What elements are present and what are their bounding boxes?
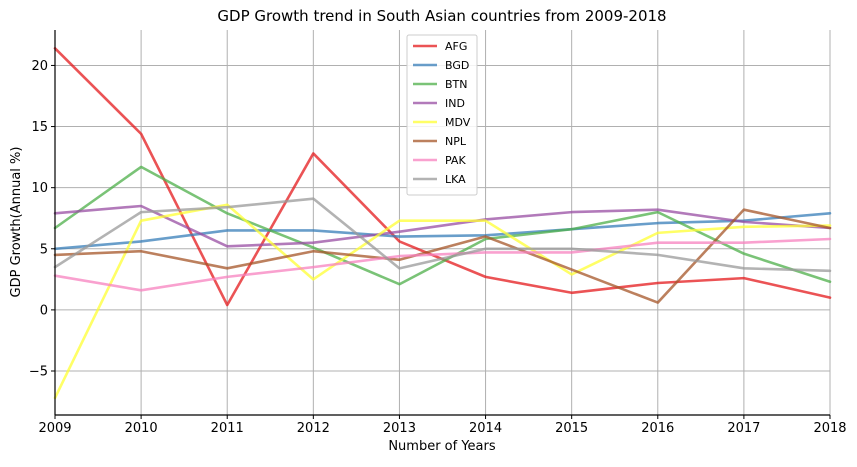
x-tick-label: 2013 — [383, 421, 416, 436]
x-tick-label: 2011 — [211, 421, 244, 436]
y-tick-label: 10 — [31, 181, 48, 196]
axes — [54, 30, 830, 416]
x-tick-label: 2009 — [38, 421, 71, 436]
x-axis-label: Number of Years — [388, 439, 496, 454]
y-tick-label: 20 — [31, 59, 48, 74]
x-tick-label: 2018 — [813, 421, 846, 436]
series-line-npl — [53, 208, 832, 304]
series-line-mdv — [53, 203, 832, 400]
x-tick-label: 2010 — [125, 421, 158, 436]
y-tick-label: 5 — [40, 242, 48, 257]
y-tick-label: 0 — [40, 303, 48, 318]
x-tick-label: 2015 — [555, 421, 588, 436]
legend-box — [406, 34, 478, 196]
legend-label-npl: NPL — [445, 135, 467, 148]
series-lines — [53, 47, 832, 400]
x-tick-label: 2017 — [727, 421, 760, 436]
legend-label-afg: AFG — [445, 40, 467, 53]
series-line-bgd — [53, 212, 832, 251]
x-tick-label: 2014 — [469, 421, 502, 436]
y-tick-label: −5 — [29, 365, 48, 380]
legend-label-lka: LKA — [445, 173, 466, 186]
legend-label-mdv: MDV — [445, 116, 471, 129]
y-tick-label: 15 — [31, 120, 48, 135]
y-axis-label: GDP Growth(Annual %) — [9, 147, 24, 298]
x-tick-label: 2012 — [297, 421, 330, 436]
legend-label-btn: BTN — [445, 78, 468, 91]
series-line-ind — [53, 204, 832, 248]
legend-label-ind: IND — [445, 97, 465, 110]
legend-label-pak: PAK — [445, 154, 466, 167]
series-line-pak — [53, 237, 832, 292]
legend-label-bgd: BGD — [445, 59, 469, 72]
series-line-lka — [53, 197, 832, 273]
x-tick-label: 2016 — [641, 421, 674, 436]
tick-labels: 2009 2010 2011 2012 2013 2014 2015 2016 2017 2018… — [29, 59, 847, 436]
series-line-btn — [53, 165, 832, 286]
chart-title: GDP Growth trend in South Asian countrie… — [217, 7, 666, 25]
legend: AFG BGD BTN IND MDV NPL PAK LKA — [406, 34, 478, 196]
